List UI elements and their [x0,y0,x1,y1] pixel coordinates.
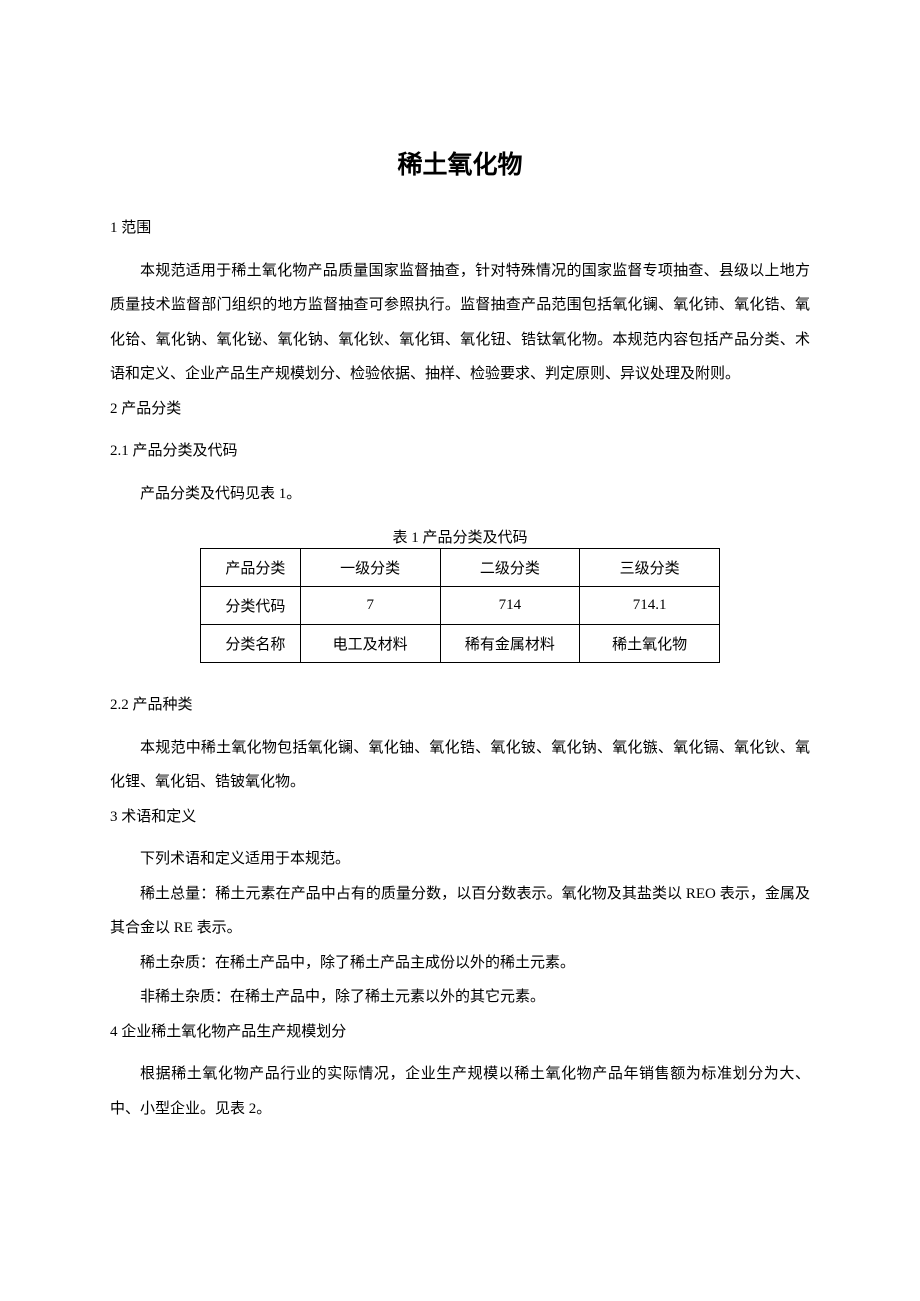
section-2-1-heading: 2.1 产品分类及代码 [110,434,810,469]
section-3-para-4: 非稀土杂质：在稀土产品中，除了稀土元素以外的其它元素。 [110,980,810,1015]
section-2-1-paragraph: 产品分类及代码见表 1。 [110,477,810,512]
table-cell-label: 分类名称 [201,625,301,663]
table-row: 产品分类 一级分类 二级分类 三级分类 [201,549,720,587]
table-cell-label: 分类代码 [201,587,301,625]
section-4-paragraph: 根据稀土氧化物产品行业的实际情况，企业生产规模以稀土氧化物产品年销售额为标准划分… [110,1057,810,1126]
table-cell: 稀有金属材料 [440,625,580,663]
table-cell: 714.1 [580,587,720,625]
section-3-para-1: 下列术语和定义适用于本规范。 [110,842,810,877]
section-3-para-2: 稀土总量：稀土元素在产品中占有的质量分数，以百分数表示。氧化物及其盐类以 REO… [110,877,810,946]
section-2-2-paragraph: 本规范中稀土氧化物包括氧化镧、氧化铀、氧化锆、氧化铍、氧化钠、氧化镞、氧化镉、氧… [110,731,810,800]
section-3-para-3: 稀土杂质：在稀土产品中，除了稀土产品主成份以外的稀土元素。 [110,946,810,981]
section-1-heading: 1 范围 [110,211,810,246]
table-cell-label: 产品分类 [201,549,301,587]
table-cell: 电工及材料 [300,625,440,663]
table-cell: 稀土氧化物 [580,625,720,663]
section-2-heading: 2 产品分类 [110,392,810,427]
table-row: 分类代码 7 714 714.1 [201,587,720,625]
section-1-paragraph: 本规范适用于稀土氧化物产品质量国家监督抽查，针对特殊情况的国家监督专项抽查、县级… [110,254,810,392]
table-cell: 7 [300,587,440,625]
classification-table: 产品分类 一级分类 二级分类 三级分类 分类代码 7 714 714.1 分类名… [200,548,720,663]
table-row: 分类名称 电工及材料 稀有金属材料 稀土氧化物 [201,625,720,663]
table-1-caption: 表 1 产品分类及代码 [110,526,810,547]
table-cell: 三级分类 [580,549,720,587]
table-cell: 二级分类 [440,549,580,587]
section-3-heading: 3 术语和定义 [110,800,810,835]
section-2-2-heading: 2.2 产品种类 [110,688,810,723]
table-cell: 714 [440,587,580,625]
section-4-heading: 4 企业稀土氧化物产品生产规模划分 [110,1015,810,1050]
document-title: 稀土氧化物 [110,145,810,181]
table-cell: 一级分类 [300,549,440,587]
